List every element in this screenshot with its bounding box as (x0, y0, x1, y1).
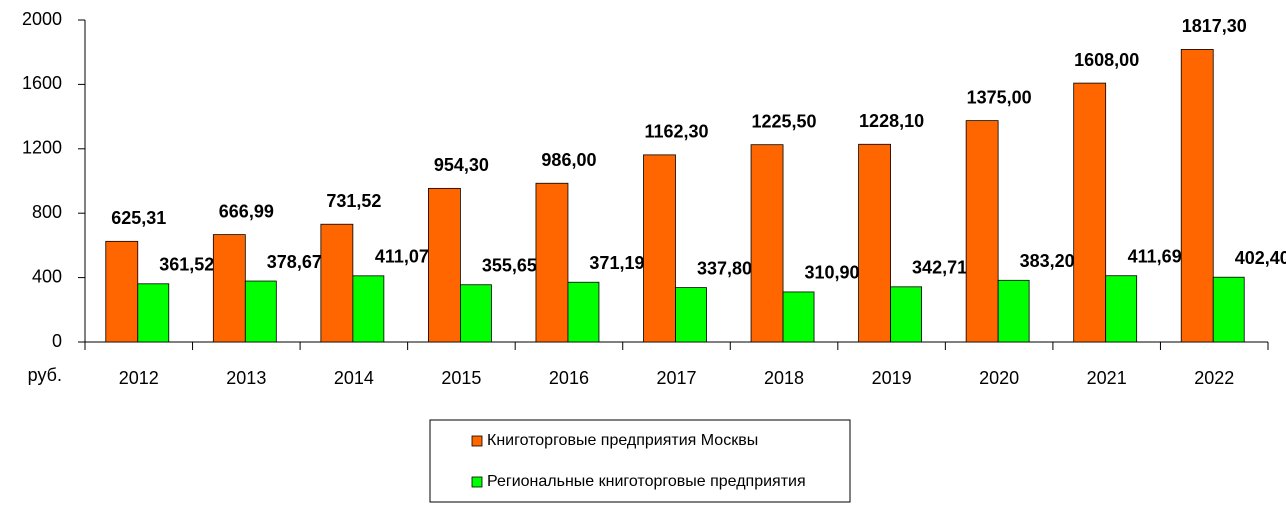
data-label: 1817,30 (1182, 16, 1247, 36)
x-tick-label: 2021 (1087, 368, 1127, 388)
y-tick-label: 800 (32, 202, 62, 222)
bar (105, 240, 139, 343)
data-label: 383,20 (1020, 251, 1075, 271)
data-label: 378,67 (267, 252, 322, 272)
bar (320, 223, 354, 343)
bar (750, 144, 784, 343)
data-label: 1225,50 (752, 111, 817, 131)
data-label: 954,30 (434, 155, 489, 175)
y-tick-label: 2000 (22, 9, 62, 29)
legend-label: Региональные книготорговые предприятия (487, 473, 806, 490)
bar (352, 275, 385, 343)
data-label: 1375,00 (967, 87, 1032, 107)
bar (782, 291, 815, 343)
data-label: 1608,00 (1074, 50, 1139, 70)
x-axis-label: руб. (28, 365, 62, 385)
legend-box (429, 419, 851, 503)
bar (1180, 49, 1214, 343)
bar (890, 286, 922, 343)
x-tick-label: 2022 (1194, 368, 1234, 388)
data-label: 625,31 (111, 208, 166, 228)
x-tick-label: 2015 (441, 368, 481, 388)
data-label: 310,90 (805, 263, 860, 283)
x-tick-label: 2018 (764, 368, 804, 388)
x-tick-label: 2013 (226, 368, 266, 388)
y-tick-label: 1200 (22, 138, 62, 158)
bar (460, 284, 492, 343)
y-tick-label: 400 (32, 266, 62, 286)
data-label: 355,65 (482, 255, 537, 275)
data-label: 731,52 (326, 191, 381, 211)
bar (244, 280, 277, 343)
legend-label: Книготорговые предприятия Москвы (487, 432, 758, 449)
bar (535, 182, 569, 343)
data-label: 402,40 (1235, 248, 1286, 268)
x-tick-label: 2014 (334, 368, 374, 388)
x-tick-label: 2012 (119, 368, 159, 388)
data-label: 337,80 (697, 258, 752, 278)
bar (428, 187, 461, 343)
bar (675, 287, 707, 343)
x-tick-label: 2017 (656, 368, 696, 388)
y-tick-label: 1600 (22, 73, 62, 93)
x-tick-label: 2019 (872, 368, 912, 388)
y-tick-label: 0 (52, 331, 62, 351)
bar (1105, 275, 1138, 343)
x-tick-label: 2016 (549, 368, 589, 388)
bar (1073, 82, 1107, 343)
x-tick-label: 2020 (979, 368, 1019, 388)
data-label: 411,07 (375, 247, 429, 267)
bar (858, 143, 891, 343)
bar (965, 120, 999, 343)
legend-swatch (471, 435, 483, 447)
data-label: 666,99 (219, 201, 274, 221)
bar (643, 154, 676, 343)
legend-swatch (471, 476, 483, 488)
bar (137, 283, 170, 343)
data-label: 342,71 (912, 258, 967, 278)
bar (212, 234, 246, 343)
data-label: 1228,10 (859, 111, 924, 131)
bar (1212, 276, 1245, 343)
data-label: 371,19 (589, 253, 644, 273)
data-label: 411,69 (1128, 246, 1182, 266)
data-label: 361,52 (159, 255, 214, 275)
data-label: 1162,30 (644, 122, 708, 142)
bar (567, 281, 600, 343)
bar (997, 279, 1030, 343)
data-label: 986,00 (541, 150, 596, 170)
